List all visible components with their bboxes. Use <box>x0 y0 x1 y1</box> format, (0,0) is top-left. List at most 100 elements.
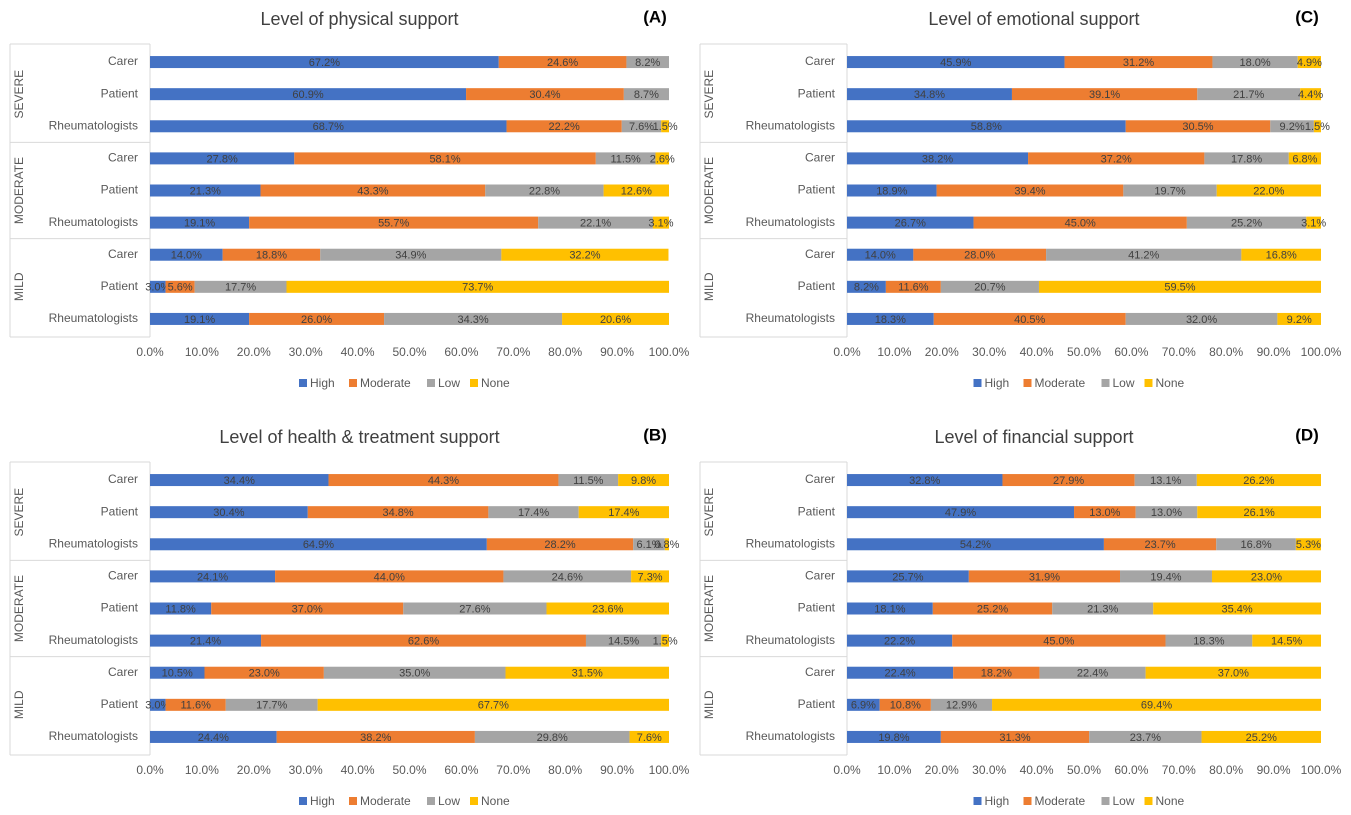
bar-segment <box>1052 602 1154 615</box>
data-label: 14.0% <box>865 250 896 262</box>
data-label: 21.7% <box>1233 89 1264 101</box>
x-tick-label: 20.0% <box>237 763 271 777</box>
bar-segment <box>1135 506 1198 519</box>
data-label: 3.1% <box>648 218 673 230</box>
data-label: 23.7% <box>1144 539 1175 551</box>
bar-segment <box>621 120 662 133</box>
bar-segment <box>286 280 669 293</box>
bar-segment <box>936 184 1124 197</box>
data-label: 8.2% <box>854 282 879 294</box>
bar-segment <box>930 698 993 711</box>
data-label: 31.9% <box>1029 571 1060 583</box>
category-label: Carer <box>805 54 835 68</box>
bar-segment <box>1196 474 1321 487</box>
data-label: 11.6% <box>180 700 211 712</box>
data-label: 24.4% <box>198 732 229 744</box>
data-label: 31.2% <box>1123 57 1154 69</box>
data-label: 16.8% <box>1266 250 1297 262</box>
data-label: 3.0% <box>145 700 170 712</box>
x-tick-label: 0.0% <box>136 345 164 359</box>
data-label: 55.7% <box>378 218 409 230</box>
legend-swatch <box>1023 797 1032 805</box>
x-tick-label: 100.0% <box>649 345 690 359</box>
bar-segment <box>847 280 886 293</box>
data-label: 32.2% <box>569 250 600 262</box>
bar-segment <box>1165 634 1253 647</box>
bar-segment <box>150 698 166 711</box>
legend-swatch <box>427 379 435 387</box>
data-label: 28.2% <box>544 539 575 551</box>
group-label: MILD <box>12 272 26 301</box>
bar-segment <box>847 248 914 261</box>
bar-segment <box>1204 152 1289 165</box>
x-tick-label: 50.0% <box>1067 345 1101 359</box>
category-label: Rheumatologists <box>49 536 138 550</box>
legend-swatch <box>470 797 478 805</box>
legend-label: Moderate <box>1035 794 1086 808</box>
bar-segment <box>1201 730 1321 743</box>
data-label: 38.2% <box>922 153 953 165</box>
data-label: 16.8% <box>1240 539 1271 551</box>
data-label: 1.5% <box>1305 121 1330 133</box>
data-label: 7.6% <box>629 121 654 133</box>
category-label: Carer <box>108 665 138 679</box>
data-label: 28.0% <box>964 250 995 262</box>
data-label: 24.1% <box>197 571 228 583</box>
x-tick-label: 40.0% <box>341 763 375 777</box>
data-label: 37.0% <box>1218 668 1249 680</box>
data-label: 34.3% <box>457 314 488 326</box>
x-tick-label: 60.0% <box>1114 345 1148 359</box>
legend-label: High <box>985 794 1010 808</box>
chart-panel: Level of emotional support (C) SEVERE MODER… <box>699 7 1342 390</box>
bar-segment <box>629 730 669 743</box>
data-label: 1.5% <box>653 636 678 648</box>
chart-panel: Level of physical support (A) SEVERE MODERA… <box>9 7 690 390</box>
data-label: 26.0% <box>301 314 332 326</box>
data-label: 0.8% <box>654 539 679 551</box>
category-label: Rheumatologists <box>49 215 138 229</box>
legend-label: Moderate <box>1035 376 1086 390</box>
legend-label: None <box>1156 794 1185 808</box>
bar-segment <box>294 152 596 165</box>
bar-segment <box>150 184 261 197</box>
bar-segment <box>261 634 586 647</box>
data-label: 44.0% <box>374 571 405 583</box>
data-label: 26.2% <box>1243 475 1274 487</box>
data-label: 45.0% <box>1065 218 1096 230</box>
legend-swatch <box>349 379 357 387</box>
bar-segment <box>603 184 669 197</box>
data-label: 23.7% <box>1130 732 1161 744</box>
data-label: 22.2% <box>549 121 580 133</box>
legend-label: None <box>1156 376 1185 390</box>
data-label: 26.7% <box>895 218 926 230</box>
data-label: 17.7% <box>256 700 287 712</box>
legend-swatch <box>427 797 435 805</box>
bar-segment <box>225 698 318 711</box>
bar-segment <box>913 248 1047 261</box>
bar-segment <box>992 698 1321 711</box>
bar-segment <box>1103 538 1217 551</box>
category-label: Carer <box>805 569 835 583</box>
data-label: 19.4% <box>1150 571 1181 583</box>
bar-segment <box>150 120 507 133</box>
bar-segment <box>847 730 941 743</box>
group-label: MILD <box>702 690 716 719</box>
x-tick-label: 60.0% <box>444 763 478 777</box>
legend-swatch <box>973 379 982 387</box>
x-tick-label: 100.0% <box>1301 345 1342 359</box>
x-tick-label: 20.0% <box>925 345 959 359</box>
data-label: 60.9% <box>292 89 323 101</box>
bar-segment <box>485 184 604 197</box>
category-label: Rheumatologists <box>746 118 835 132</box>
data-label: 21.3% <box>190 185 221 197</box>
bar-segment <box>633 538 665 551</box>
legend-swatch <box>1144 797 1153 805</box>
bar-segment <box>276 730 475 743</box>
data-label: 17.4% <box>608 507 639 519</box>
chart-title: Level of financial support <box>934 427 1133 447</box>
x-tick-label: 80.0% <box>548 345 582 359</box>
data-label: 39.4% <box>1014 185 1045 197</box>
data-label: 11.5% <box>573 475 604 487</box>
x-tick-label: 70.0% <box>496 763 530 777</box>
bar-segment <box>194 280 287 293</box>
